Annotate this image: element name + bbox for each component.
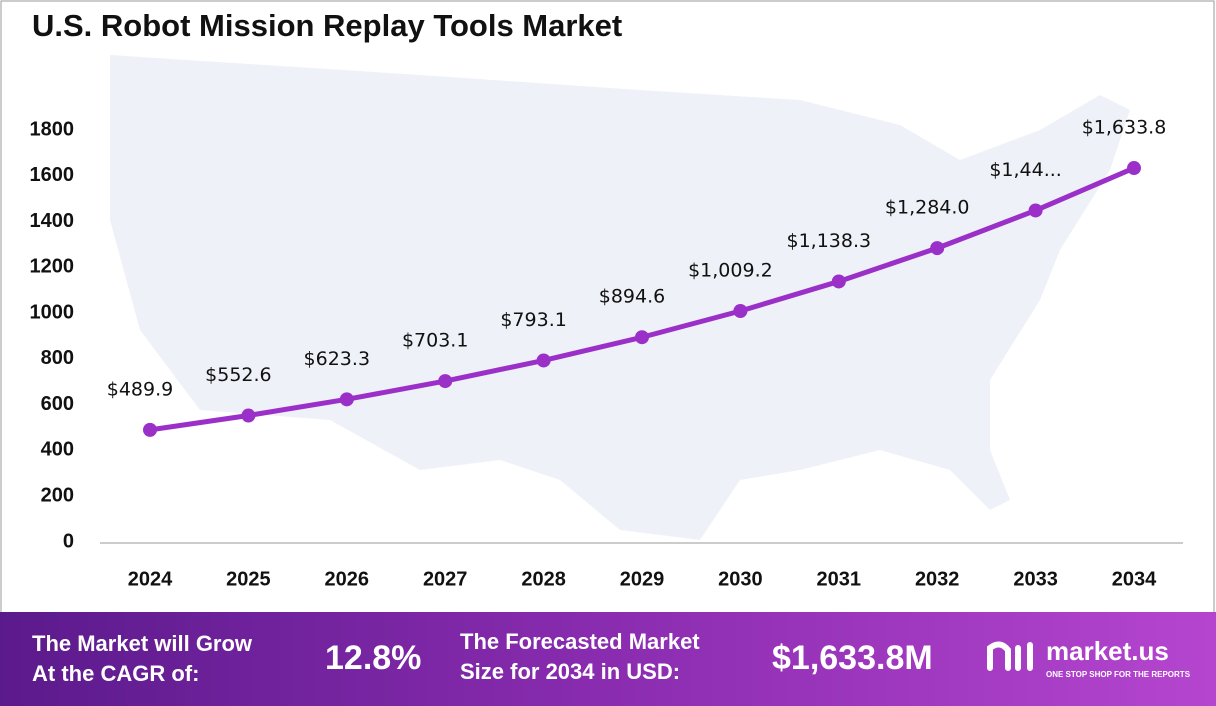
- data-label: $1,44...: [989, 159, 1062, 181]
- point: [831, 274, 846, 289]
- brand-name: market.us: [1046, 636, 1169, 666]
- x-tick-label: 2028: [521, 568, 566, 590]
- x-tick-label: 2029: [620, 568, 665, 590]
- point: [930, 241, 945, 256]
- brand-logo: [987, 641, 1033, 671]
- data-label: $623.3: [304, 348, 370, 370]
- x-tick-label: 2034: [1112, 568, 1157, 590]
- x-tick-label: 2024: [128, 568, 173, 590]
- map-background: [110, 55, 1130, 540]
- point: [241, 408, 256, 423]
- cagr-text: The Market will Grow: [32, 631, 253, 656]
- x-tick-label: 2025: [226, 568, 271, 590]
- data-label: $793.1: [500, 309, 566, 331]
- cagr-text: At the CAGR of:: [32, 661, 199, 686]
- point: [733, 304, 748, 319]
- forecast-text: The Forecasted Market: [460, 629, 700, 654]
- point: [1028, 203, 1043, 218]
- data-label: $1,284.0: [885, 197, 970, 219]
- y-tick-label: 1600: [30, 164, 75, 186]
- x-tick-label: 2030: [718, 568, 763, 590]
- data-label: $1,633.8: [1082, 117, 1167, 139]
- x-tick-label: 2031: [817, 568, 862, 590]
- forecast-value: $1,633.8M: [772, 639, 933, 677]
- y-tick-label: 1400: [30, 210, 75, 232]
- y-tick-label: 0: [63, 530, 74, 552]
- x-tick-label: 2032: [915, 568, 960, 590]
- y-tick-label: 600: [41, 393, 74, 415]
- data-label: $1,138.3: [786, 230, 871, 252]
- point: [143, 422, 157, 437]
- data-label: $703.1: [402, 330, 468, 352]
- y-tick-label: 1200: [30, 256, 75, 278]
- point: [438, 374, 453, 389]
- y-tick-label: 1800: [30, 118, 75, 140]
- data-label: $894.6: [599, 286, 665, 308]
- chart-title: U.S. Robot Mission Replay Tools Market: [32, 8, 622, 43]
- data-label: $1,009.2: [688, 260, 773, 282]
- y-tick-label: 1000: [30, 301, 75, 323]
- y-tick-label: 800: [41, 347, 74, 369]
- point: [536, 353, 551, 368]
- point: [1127, 161, 1141, 176]
- data-label: $552.6: [205, 364, 271, 386]
- brand-tagline: ONE STOP SHOP FOR THE REPORTS: [1046, 670, 1191, 679]
- x-tick-label: 2026: [325, 568, 370, 590]
- y-tick-label: 400: [41, 439, 74, 461]
- x-tick-label: 2033: [1013, 568, 1058, 590]
- y-tick-label: 200: [41, 485, 74, 507]
- point: [635, 330, 649, 345]
- point: [339, 392, 354, 407]
- data-label: $489.9: [107, 378, 173, 400]
- footer-band: [0, 612, 1216, 706]
- x-tick-label: 2027: [423, 568, 468, 590]
- forecast-text: Size for 2034 in USD:: [460, 659, 680, 684]
- cagr-value: 12.8%: [325, 639, 421, 677]
